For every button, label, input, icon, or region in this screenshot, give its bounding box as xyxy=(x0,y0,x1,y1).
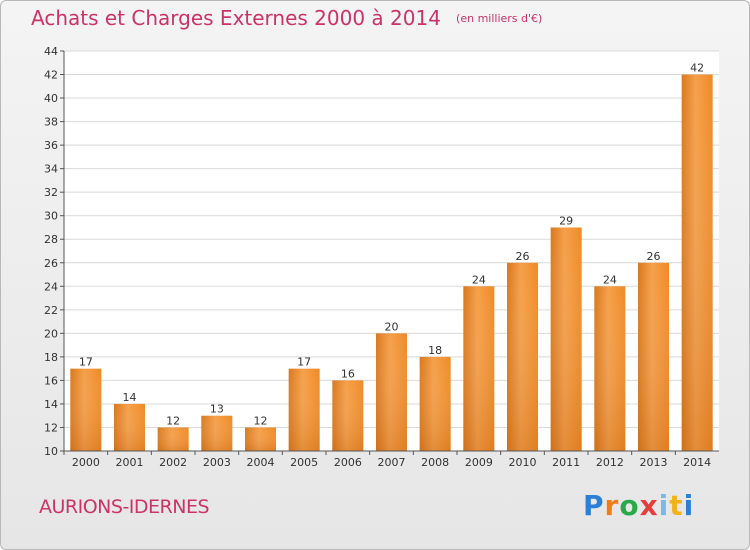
x-tick-label-2007: 2007 xyxy=(378,456,406,469)
x-tick-label-2011: 2011 xyxy=(552,456,580,469)
bar-shade-2014 xyxy=(681,74,713,451)
y-tick-label: 26 xyxy=(44,257,58,270)
y-tick-label: 10 xyxy=(44,445,58,458)
x-tick-label-2012: 2012 xyxy=(596,456,624,469)
bar-shade-2013 xyxy=(638,262,669,451)
bar-shade-2004 xyxy=(245,427,276,451)
data-label-2000: 17 xyxy=(79,356,93,369)
plot-area: 10 12 14 16 18 20 22 24 26 28 30 32 34 36 38 40 42 44 17 20… xyxy=(44,45,719,469)
x-tick-label-2005: 2005 xyxy=(290,456,318,469)
y-tick-label: 42 xyxy=(44,69,58,82)
x-tick-label-2010: 2010 xyxy=(509,456,537,469)
y-tick-label: 34 xyxy=(44,163,58,176)
y-tick-label: 32 xyxy=(44,186,58,199)
x-tick-label-2000: 2000 xyxy=(72,456,100,469)
data-label-2006: 16 xyxy=(341,367,355,380)
y-tick-label: 18 xyxy=(44,351,58,364)
data-label-2014: 42 xyxy=(690,62,704,75)
x-tick-label-2013: 2013 xyxy=(640,456,668,469)
data-label-2005: 17 xyxy=(297,356,311,369)
data-label-2009: 24 xyxy=(472,273,486,286)
data-label-2010: 26 xyxy=(516,250,530,263)
bar-shade-2007 xyxy=(376,333,407,451)
y-tick-label: 14 xyxy=(44,398,58,411)
y-tick-label: 20 xyxy=(44,327,58,340)
bar-shade-2009 xyxy=(463,286,495,451)
data-label-2007: 20 xyxy=(385,320,399,333)
x-tick-label-2008: 2008 xyxy=(421,456,449,469)
x-tick-label-2006: 2006 xyxy=(334,456,362,469)
bar-shade-2002 xyxy=(157,427,189,451)
bar-shade-2008 xyxy=(419,356,451,451)
y-tick-label: 12 xyxy=(44,421,58,434)
y-tick-label: 36 xyxy=(44,139,58,152)
data-label-2008: 18 xyxy=(428,344,442,357)
bar-shade-2010 xyxy=(507,262,538,451)
x-tick-label-2001: 2001 xyxy=(116,456,144,469)
data-label-2002: 12 xyxy=(166,414,180,427)
y-tick-label: 40 xyxy=(44,92,58,105)
bar-shade-2000 xyxy=(70,368,102,451)
x-tick-label-2003: 2003 xyxy=(203,456,231,469)
y-tick-label: 16 xyxy=(44,374,58,387)
bar-shade-2003 xyxy=(201,415,233,451)
x-tick-label-2014: 2014 xyxy=(683,456,711,469)
y-tick-label: 38 xyxy=(44,116,58,129)
bar-shade-2011 xyxy=(550,227,582,451)
data-label-2012: 24 xyxy=(603,273,617,286)
data-label-2011: 29 xyxy=(559,214,573,227)
x-tick-label-2009: 2009 xyxy=(465,456,493,469)
data-label-2001: 14 xyxy=(123,391,137,404)
bar-shade-2006 xyxy=(332,380,364,451)
proxiti-logo: Proxiti xyxy=(583,489,695,522)
chart-title: Achats et Charges Externes 2000 à 2014 xyxy=(31,6,441,30)
chart-unit: (en milliers d'€) xyxy=(456,12,543,25)
x-tick-label-2004: 2004 xyxy=(247,456,275,469)
title-row: Achats et Charges Externes 2000 à 2014 (… xyxy=(31,6,542,30)
data-label-2013: 26 xyxy=(647,250,661,263)
y-tick-label: 22 xyxy=(44,304,58,317)
y-tick-label: 28 xyxy=(44,233,58,246)
bar-shade-2001 xyxy=(114,403,145,451)
data-label-2003: 13 xyxy=(210,403,224,416)
y-tick-label: 44 xyxy=(44,45,58,58)
bar-shade-2012 xyxy=(594,286,626,451)
data-label-2004: 12 xyxy=(254,414,268,427)
x-tick-label-2002: 2002 xyxy=(159,456,187,469)
y-tick-label: 30 xyxy=(44,210,58,223)
commune-name: AURIONS-IDERNES xyxy=(39,496,210,518)
bar-shade-2005 xyxy=(288,368,320,451)
y-tick-label: 24 xyxy=(44,280,58,293)
